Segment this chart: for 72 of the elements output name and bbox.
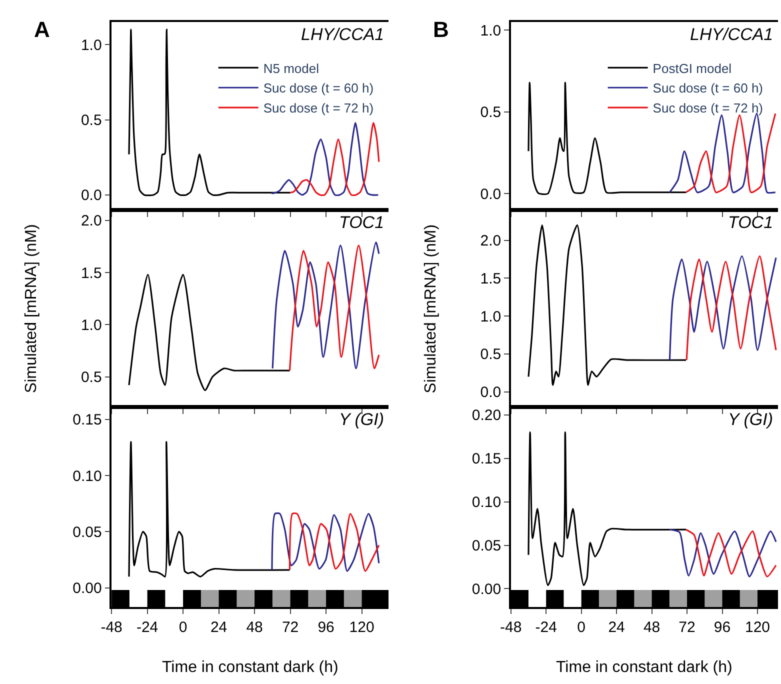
chart-title: LHY/CCA1 [301, 25, 384, 44]
legend-label: Suc dose (t = 72 h) [263, 100, 374, 116]
chart-title: Y (GI) [728, 410, 774, 429]
y-tick-label: 0.5 [480, 104, 502, 122]
x-tick-label: -24 [535, 618, 557, 636]
x-tick-label: 0 [577, 618, 586, 636]
y-tick-label: 0.15 [472, 450, 502, 468]
y-tick-label: 1.0 [80, 316, 102, 334]
y-tick-label: 0.05 [472, 538, 502, 555]
y-tick-label: 0.15 [72, 412, 102, 429]
x-tick-label: 96 [714, 618, 731, 636]
text: A [34, 17, 50, 42]
x-tick-label: -48 [500, 618, 522, 636]
line-series [288, 512, 380, 572]
line-series [272, 242, 380, 370]
y-tick-label: 0.00 [72, 580, 102, 598]
y-tick-label: 0.00 [472, 580, 502, 598]
x-tick-label: 24 [210, 618, 228, 636]
x-tick-label: 0 [178, 618, 188, 636]
y-tick-label: 1.0 [480, 308, 502, 326]
y-tick-label: 1.0 [80, 36, 102, 54]
y-tick-label: 1.0 [480, 22, 502, 40]
y-tick-label: 2.0 [80, 212, 102, 230]
x-tick-label: 72 [678, 618, 696, 636]
x-tick-label: -48 [100, 618, 122, 636]
y-tick-label: 1.5 [80, 264, 102, 282]
line-series [528, 224, 687, 386]
line-series [685, 528, 777, 578]
line-series [290, 122, 380, 196]
y-tick-label: 0.0 [480, 384, 502, 402]
y-tick-label: 0.0 [480, 186, 502, 203]
y-tick-label: 0.5 [80, 369, 102, 386]
legend-label: PostGI model [652, 60, 732, 76]
x-tick-label: 72 [282, 618, 299, 636]
chart-title: TOC1 [728, 213, 774, 232]
x-axis-title: Time in constant dark (h) [556, 659, 732, 676]
y-axis-title: Simulated [mRNA] (nM) [23, 224, 40, 394]
y-tick-label: 1.5 [480, 270, 502, 288]
text: B [433, 17, 449, 42]
x-tick-label: -24 [136, 618, 158, 636]
line-series [288, 244, 380, 372]
chart-title: TOC1 [339, 213, 384, 232]
legend-label: N5 model [263, 60, 320, 76]
y-tick-label: 0.5 [480, 346, 502, 364]
y-tick-label: 0.0 [80, 187, 102, 204]
y-tick-label: 0.5 [80, 112, 102, 130]
y-axis-title: Simulated [mRNA] (nM) [422, 224, 440, 394]
chart-title: Y (GI) [339, 410, 384, 429]
y-tick-label: 0.05 [72, 524, 102, 541]
x-tick-label: 120 [744, 618, 770, 636]
legend-label: Suc dose (t = 60 h) [652, 80, 764, 96]
line-series [686, 255, 777, 361]
line-series [668, 255, 777, 361]
line-series [270, 122, 379, 196]
line-series [528, 431, 687, 586]
y-tick-label: 2.0 [480, 232, 502, 250]
line-series [128, 274, 291, 392]
legend-label: Suc dose (t = 72 h) [652, 100, 764, 116]
line-series [128, 441, 291, 578]
x-axis-title: Time in constant dark (h) [162, 659, 338, 676]
line-series [271, 512, 380, 572]
line-series [668, 528, 777, 578]
y-tick-label: 0.10 [472, 494, 502, 512]
x-tick-label: 48 [246, 618, 263, 636]
x-tick-label: 120 [349, 618, 374, 636]
chart-title: LHY/CCA1 [690, 25, 774, 44]
x-tick-label: 96 [318, 618, 334, 636]
x-tick-label: 24 [608, 618, 625, 636]
legend-label: Suc dose (t = 60 h) [263, 80, 374, 96]
y-tick-label: 0.10 [72, 468, 102, 485]
x-tick-label: 48 [643, 618, 660, 636]
y-tick-label: 0.20 [472, 407, 502, 424]
